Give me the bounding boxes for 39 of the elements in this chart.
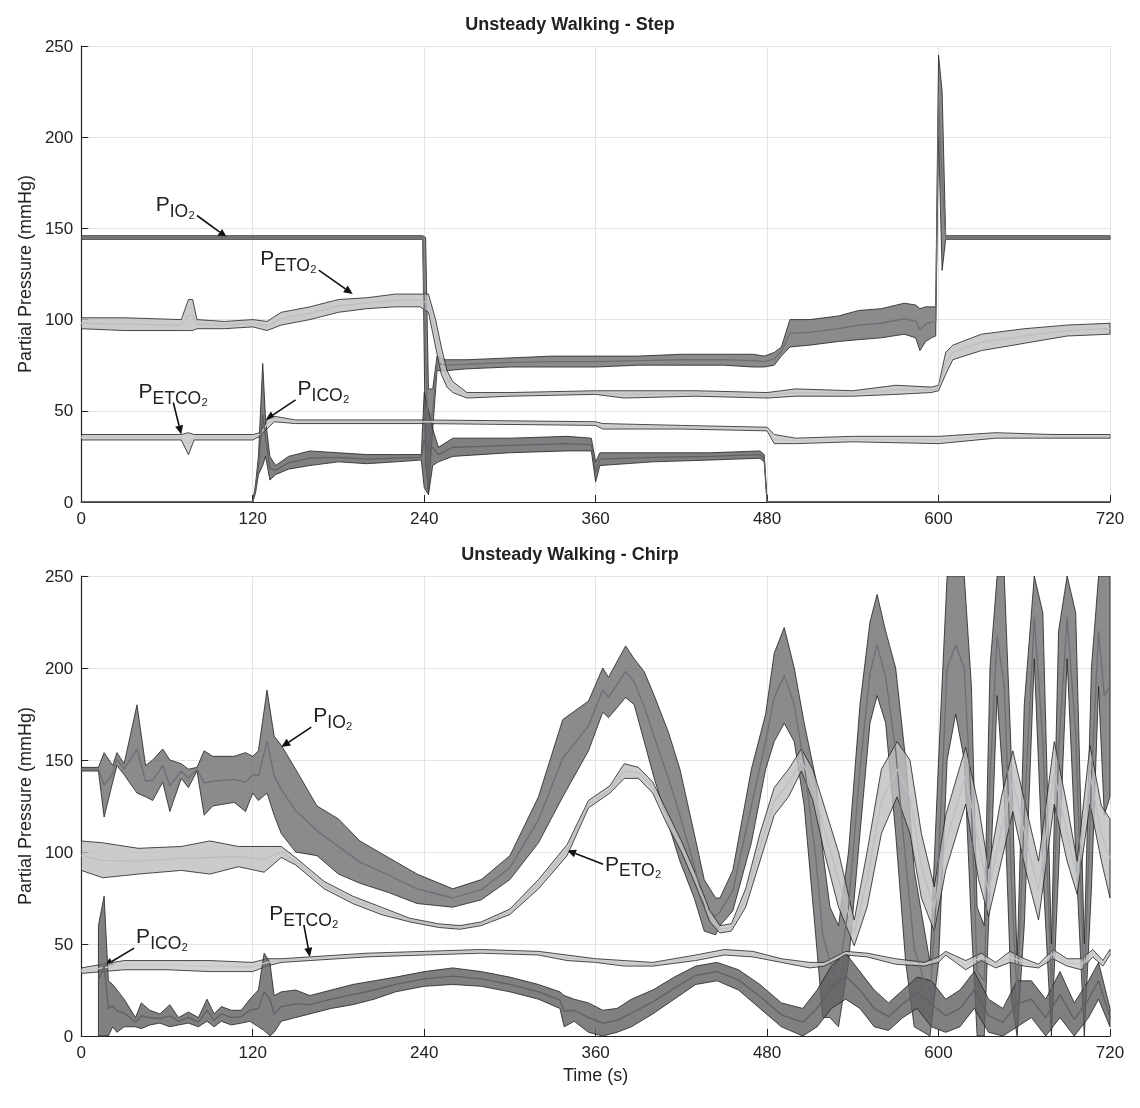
annotation: P$_{ETCO₂}$ xyxy=(269,901,339,930)
x-tick-label: 480 xyxy=(752,509,782,528)
x-tick-label: 0 xyxy=(76,509,86,528)
y-tick-label: 200 xyxy=(44,127,74,147)
x-tick-label: 360 xyxy=(581,1043,610,1062)
annotation: P$_{ETO₂}$ xyxy=(260,246,317,275)
x-tick-label: 720 xyxy=(1095,509,1125,528)
y-tick-label: 50 xyxy=(54,934,74,954)
x-tick-label: 120 xyxy=(238,509,267,528)
annotation: P$_{ETO₂}$ xyxy=(605,851,662,880)
annotation: P$_{ICO₂}$ xyxy=(297,376,350,405)
y-tick-label: 150 xyxy=(44,218,74,238)
annotation: P$_{ETCO₂}$ xyxy=(138,378,208,407)
annotation: P$_{ICO₂}$ xyxy=(136,924,189,953)
annotation: P$_{IO₂}$ xyxy=(313,703,353,732)
x-tick-label: 360 xyxy=(581,509,610,528)
y-tick-label: 250 xyxy=(44,36,74,56)
x-tick-label: 600 xyxy=(924,1043,953,1062)
y-tick-label: 150 xyxy=(44,750,74,770)
annotation: P$_{IO₂}$ xyxy=(155,191,195,221)
chart-title: Unsteady Walking - Step xyxy=(465,14,675,34)
x-tick-label: 720 xyxy=(1095,1043,1125,1062)
x-tick-label: 600 xyxy=(924,509,953,528)
y-tick-label: 100 xyxy=(44,842,74,862)
y-tick-label: 50 xyxy=(54,401,74,421)
y-tick-label: 100 xyxy=(44,310,74,330)
y-axis-title: Partial Pressure (mmHg) xyxy=(15,174,35,374)
x-tick-label: 120 xyxy=(238,1043,267,1062)
chart-title: Unsteady Walking - Chirp xyxy=(461,544,679,564)
x-tick-label: 240 xyxy=(409,1043,439,1062)
y-axis-title: Partial Pressure (mmHg) xyxy=(15,706,35,906)
y-tick-label: 200 xyxy=(44,658,74,678)
x-tick-label: 240 xyxy=(409,509,439,528)
x-axis-title: Time (s) xyxy=(562,1064,629,1085)
x-tick-label: 0 xyxy=(76,1043,86,1062)
y-tick-label: 0 xyxy=(63,492,74,512)
y-tick-label: 250 xyxy=(44,566,74,586)
x-tick-label: 480 xyxy=(752,1043,782,1062)
y-tick-label: 0 xyxy=(63,1026,74,1046)
